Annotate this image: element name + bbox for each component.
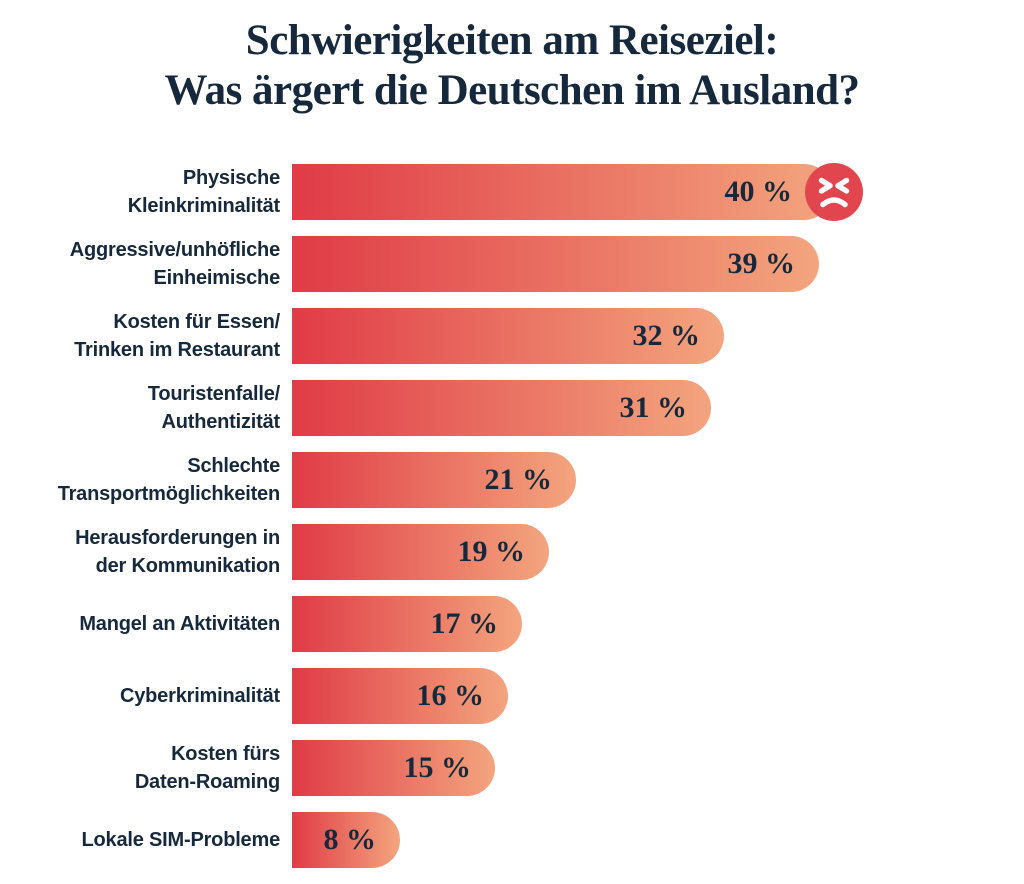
category-label: Kosten fürs Daten-Roaming	[134, 742, 280, 793]
page-title: Schwierigkeiten am Reiseziel: Was ärgert…	[0, 0, 1024, 116]
bar: 17 %	[292, 595, 522, 652]
bar: 32 %	[292, 307, 724, 364]
category-label: Physische Kleinkriminalität	[127, 166, 280, 217]
category-label: Lokale SIM-Probleme	[81, 828, 281, 851]
bar-area: 16 %	[292, 667, 1024, 724]
value-label: 39 %	[727, 246, 796, 280]
value-label: 15 %	[403, 750, 472, 784]
category-label: Schlechte Transportmöglichkeiten	[57, 454, 281, 505]
bar-area: 19 %	[292, 523, 1024, 580]
chart-row: Kosten für Essen/Trinken im Restaurant 3…	[30, 307, 1024, 364]
bar: 8 %	[292, 811, 400, 868]
page-title-line2: Was ärgert die Deutschen im Ausland?	[164, 66, 860, 114]
bar: 19 %	[292, 523, 549, 580]
page-title-line1: Schwierigkeiten am Reiseziel:	[245, 17, 779, 64]
bar-chart: Physische Kleinkriminalität 40 % Aggressi…	[0, 162, 1024, 868]
chart-row: Cyberkriminalität 16 %	[30, 667, 1024, 724]
value-label: 16 %	[416, 678, 485, 712]
bar: 21 %	[292, 451, 576, 508]
category-label: Touristenfalle/Authentizität	[147, 382, 280, 433]
category-label: Aggressive/unhöfliche Einheimische	[69, 238, 280, 289]
chart-row: Touristenfalle/Authentizität 31 %	[30, 379, 1024, 436]
bar-area: 17 %	[292, 595, 1024, 652]
bar-area: 40 %	[292, 162, 1024, 221]
category-label: Cyberkriminalität	[120, 684, 280, 707]
value-label: 17 %	[430, 606, 499, 640]
value-label: 19 %	[457, 534, 526, 568]
category-label: Mangel an Aktivitäten	[79, 612, 280, 635]
category-label: Herausforderungen in der Kommunikation	[75, 526, 280, 577]
bar: 16 %	[292, 667, 508, 724]
bar-area: 39 %	[292, 235, 1024, 292]
bar: 15 %	[292, 739, 495, 796]
chart-row: Mangel an Aktivitäten 17 %	[30, 595, 1024, 652]
bar-area: 31 %	[292, 379, 1024, 436]
chart-row: Aggressive/unhöfliche Einheimische 39 %	[30, 235, 1024, 292]
value-label: 21 %	[484, 462, 553, 496]
bar-area: 8 %	[292, 811, 1024, 868]
chart-row: Schlechte Transportmöglichkeiten 21 %	[30, 451, 1024, 508]
bar-area: 32 %	[292, 307, 1024, 364]
bar: 40 %	[292, 162, 863, 221]
value-label: 40 %	[724, 174, 793, 208]
chart-row: Lokale SIM-Probleme 8 %	[30, 811, 1024, 868]
bar: 39 %	[292, 235, 819, 292]
value-label: 31 %	[619, 390, 688, 424]
bar-area: 15 %	[292, 739, 1024, 796]
chart-row: Physische Kleinkriminalität 40 %	[30, 162, 1024, 221]
value-label: 32 %	[632, 318, 701, 352]
angry-face-icon	[805, 162, 863, 221]
value-label: 8 %	[323, 822, 377, 856]
bar-area: 21 %	[292, 451, 1024, 508]
category-label: Kosten für Essen/Trinken im Restaurant	[74, 310, 280, 361]
chart-row: Herausforderungen in der Kommunikation 19…	[30, 523, 1024, 580]
bar: 31 %	[292, 379, 711, 436]
chart-row: Kosten fürs Daten-Roaming 15 %	[30, 739, 1024, 796]
